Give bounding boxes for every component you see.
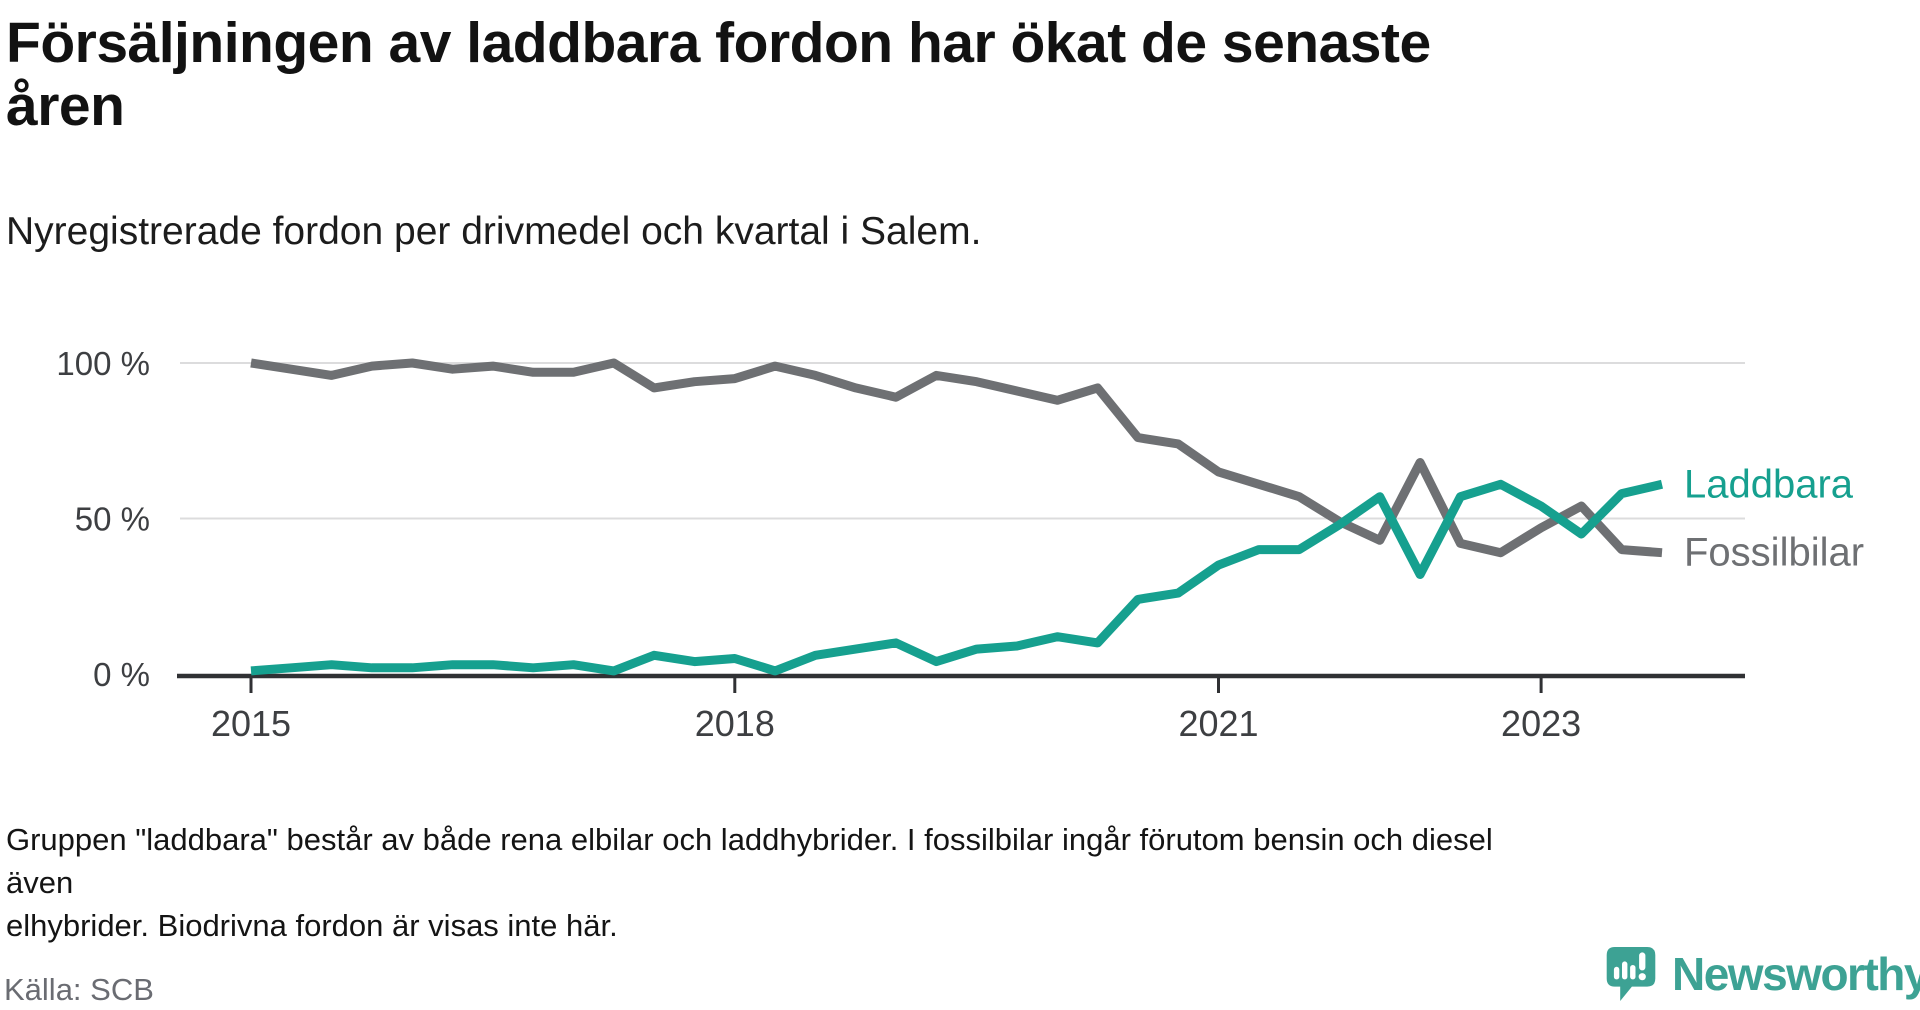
legend-label-fossilbilar: Fossilbilar	[1684, 531, 1864, 575]
chart-footnote: Gruppen "laddbara" består av både rena e…	[6, 822, 1493, 943]
legend-label-laddbara: Laddbara	[1684, 462, 1854, 506]
newsworthy-logo: Newsworthy	[1604, 942, 1920, 1006]
y-axis-label-50: 50 %	[75, 501, 150, 538]
page-subtitle: Nyregistrerade fordon per drivmedel och …	[6, 210, 982, 253]
x-tick-label-2018: 2018	[695, 703, 775, 744]
laddbara-line	[250, 479, 1664, 676]
y-axis-label-0: 0 %	[93, 656, 150, 693]
x-tick-label-2021: 2021	[1178, 703, 1258, 744]
y-axis-label-100: 100 %	[56, 345, 150, 382]
fossilbilar-line	[250, 358, 1663, 558]
x-tick-label-2015: 2015	[211, 703, 291, 744]
page-title: Försäljningen av laddbara fordon har öka…	[6, 11, 1431, 138]
x-tick-label-2023: 2023	[1501, 703, 1581, 744]
newsworthy-logo-text: Newsworthy	[1672, 948, 1920, 1000]
source-note: Källa: SCB	[4, 972, 154, 1007]
newsworthy-speech-bubble-bar-chart-icon	[1606, 947, 1656, 1001]
